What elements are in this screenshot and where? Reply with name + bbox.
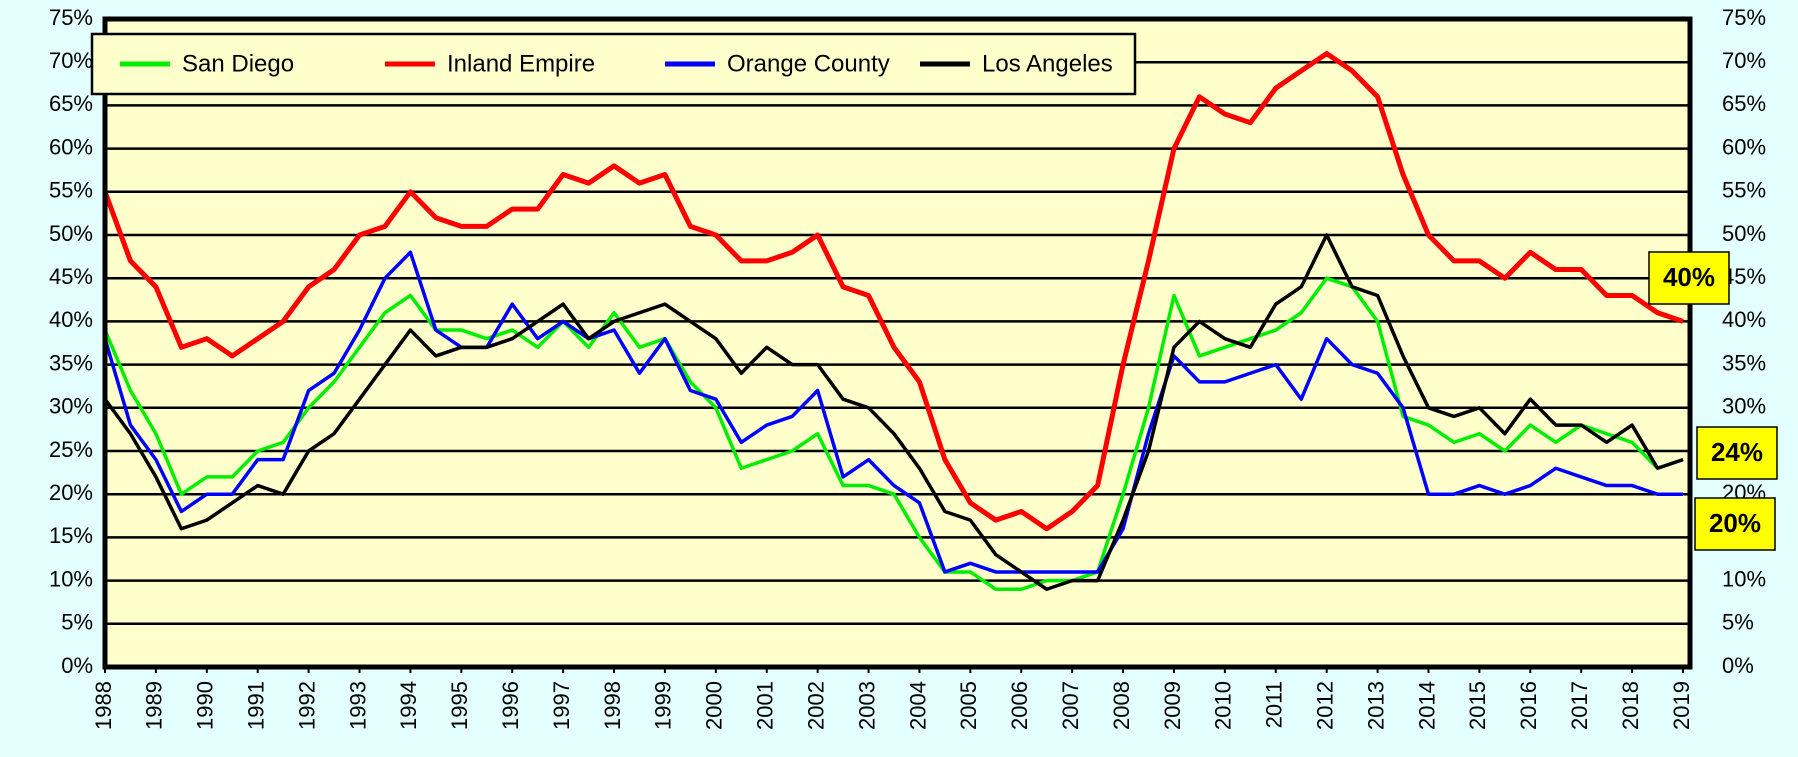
y-tick-label: 30% — [49, 394, 93, 419]
x-tick-label: 2010 — [1211, 681, 1236, 730]
annotation-label: 20% — [1709, 508, 1761, 538]
y-tick-label: 70% — [49, 48, 93, 73]
x-tick-label: 2002 — [803, 681, 828, 730]
y-tick-label: 5% — [61, 610, 93, 635]
x-tick-label: 2005 — [956, 681, 981, 730]
x-tick-label: 2009 — [1160, 681, 1185, 730]
x-tick-label: 1995 — [447, 681, 472, 730]
x-tick-label: 2016 — [1516, 681, 1541, 730]
x-tick-label: 1994 — [396, 681, 421, 730]
y2-tick-label: 50% — [1722, 221, 1766, 246]
y-tick-label: 15% — [49, 523, 93, 548]
y2-tick-label: 35% — [1722, 350, 1766, 375]
annotation-label: 40% — [1663, 262, 1715, 292]
annotation-box — [1694, 497, 1776, 551]
y-tick-label: 45% — [49, 264, 93, 289]
y-tick-label: 55% — [49, 178, 93, 203]
legend-label: Orange County — [727, 50, 890, 77]
series-line — [103, 233, 1684, 591]
x-tick-label: 2018 — [1618, 681, 1643, 730]
x-tick-label: 1998 — [600, 681, 625, 730]
x-tick-label: 1988 — [91, 681, 116, 730]
y2-tick-label: 75% — [1722, 5, 1766, 30]
plot-area — [105, 19, 1690, 667]
y2-tick-label: 60% — [1722, 134, 1766, 159]
x-tick-label: 1992 — [294, 681, 319, 730]
series-line — [103, 276, 1684, 591]
x-tick-label: 2013 — [1363, 681, 1388, 730]
x-tick-label: 2000 — [702, 681, 727, 730]
y2-tick-label: 40% — [1722, 307, 1766, 332]
x-tick-label: 1996 — [498, 681, 523, 730]
y2-tick-label: 30% — [1722, 394, 1766, 419]
x-tick-label: 2011 — [1262, 681, 1287, 728]
y-tick-label: 40% — [49, 307, 93, 332]
x-tick-label: 2007 — [1058, 681, 1083, 730]
x-tick-label: 2014 — [1414, 681, 1439, 730]
x-tick-label: 2006 — [1007, 681, 1032, 730]
plot-frame — [102, 16, 1693, 670]
y2-tick-label: 0% — [1722, 653, 1754, 678]
y-tick-label: 10% — [49, 566, 93, 591]
y-tick-label: 0% — [61, 653, 93, 678]
x-tick-label: 2004 — [905, 681, 930, 730]
x-tick-label: 2008 — [1109, 681, 1134, 730]
x-tick-label: 1990 — [193, 681, 218, 730]
x-tick-label: 2003 — [854, 681, 879, 730]
legend-label: Los Angeles — [982, 50, 1113, 77]
x-tick-label: 2012 — [1312, 681, 1337, 730]
annotation-box — [1648, 251, 1730, 305]
legend-label: Inland Empire — [447, 50, 595, 77]
y2-tick-label: 70% — [1722, 48, 1766, 73]
legend-label: San Diego — [182, 50, 294, 77]
y-tick-label: 25% — [49, 437, 93, 462]
x-tick-label: 2015 — [1465, 681, 1490, 730]
annotation-box — [1696, 426, 1778, 480]
y-tick-label: 60% — [49, 134, 93, 159]
y-tick-label: 75% — [49, 5, 93, 30]
x-tick-label: 2017 — [1567, 681, 1592, 730]
y-tick-label: 20% — [49, 480, 93, 505]
series-line — [103, 250, 1683, 574]
x-tick-label: 1997 — [549, 681, 574, 730]
x-tick-label: 2019 — [1669, 681, 1694, 730]
annotation-label: 24% — [1711, 437, 1763, 467]
x-tick-label: 2001 — [753, 681, 778, 730]
y2-tick-label: 55% — [1722, 178, 1766, 203]
series-line — [102, 51, 1684, 532]
y2-tick-label: 65% — [1722, 91, 1766, 116]
y2-tick-label: 10% — [1722, 566, 1766, 591]
y-tick-label: 35% — [49, 350, 93, 375]
x-tick-label: 1989 — [142, 681, 167, 730]
y-tick-label: 50% — [49, 221, 93, 246]
x-tick-label: 1991 — [244, 681, 269, 730]
y-tick-label: 65% — [49, 91, 93, 116]
y2-tick-label: 5% — [1722, 610, 1754, 635]
x-tick-label: 1993 — [345, 681, 370, 730]
x-tick-label: 1999 — [651, 681, 676, 730]
